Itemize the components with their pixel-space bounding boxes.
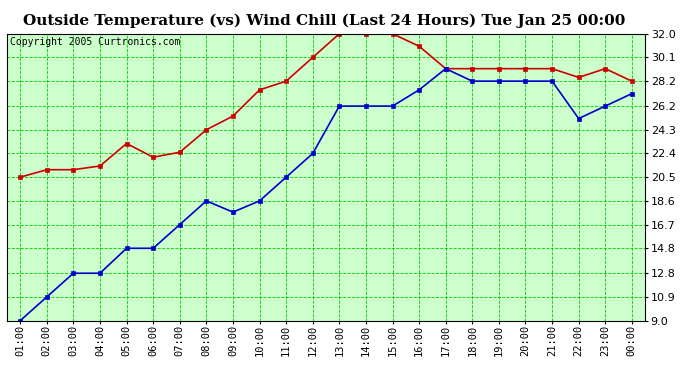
Text: Copyright 2005 Curtronics.com: Copyright 2005 Curtronics.com — [10, 37, 181, 46]
Text: Outside Temperature (vs) Wind Chill (Last 24 Hours) Tue Jan 25 00:00: Outside Temperature (vs) Wind Chill (Las… — [23, 13, 626, 27]
